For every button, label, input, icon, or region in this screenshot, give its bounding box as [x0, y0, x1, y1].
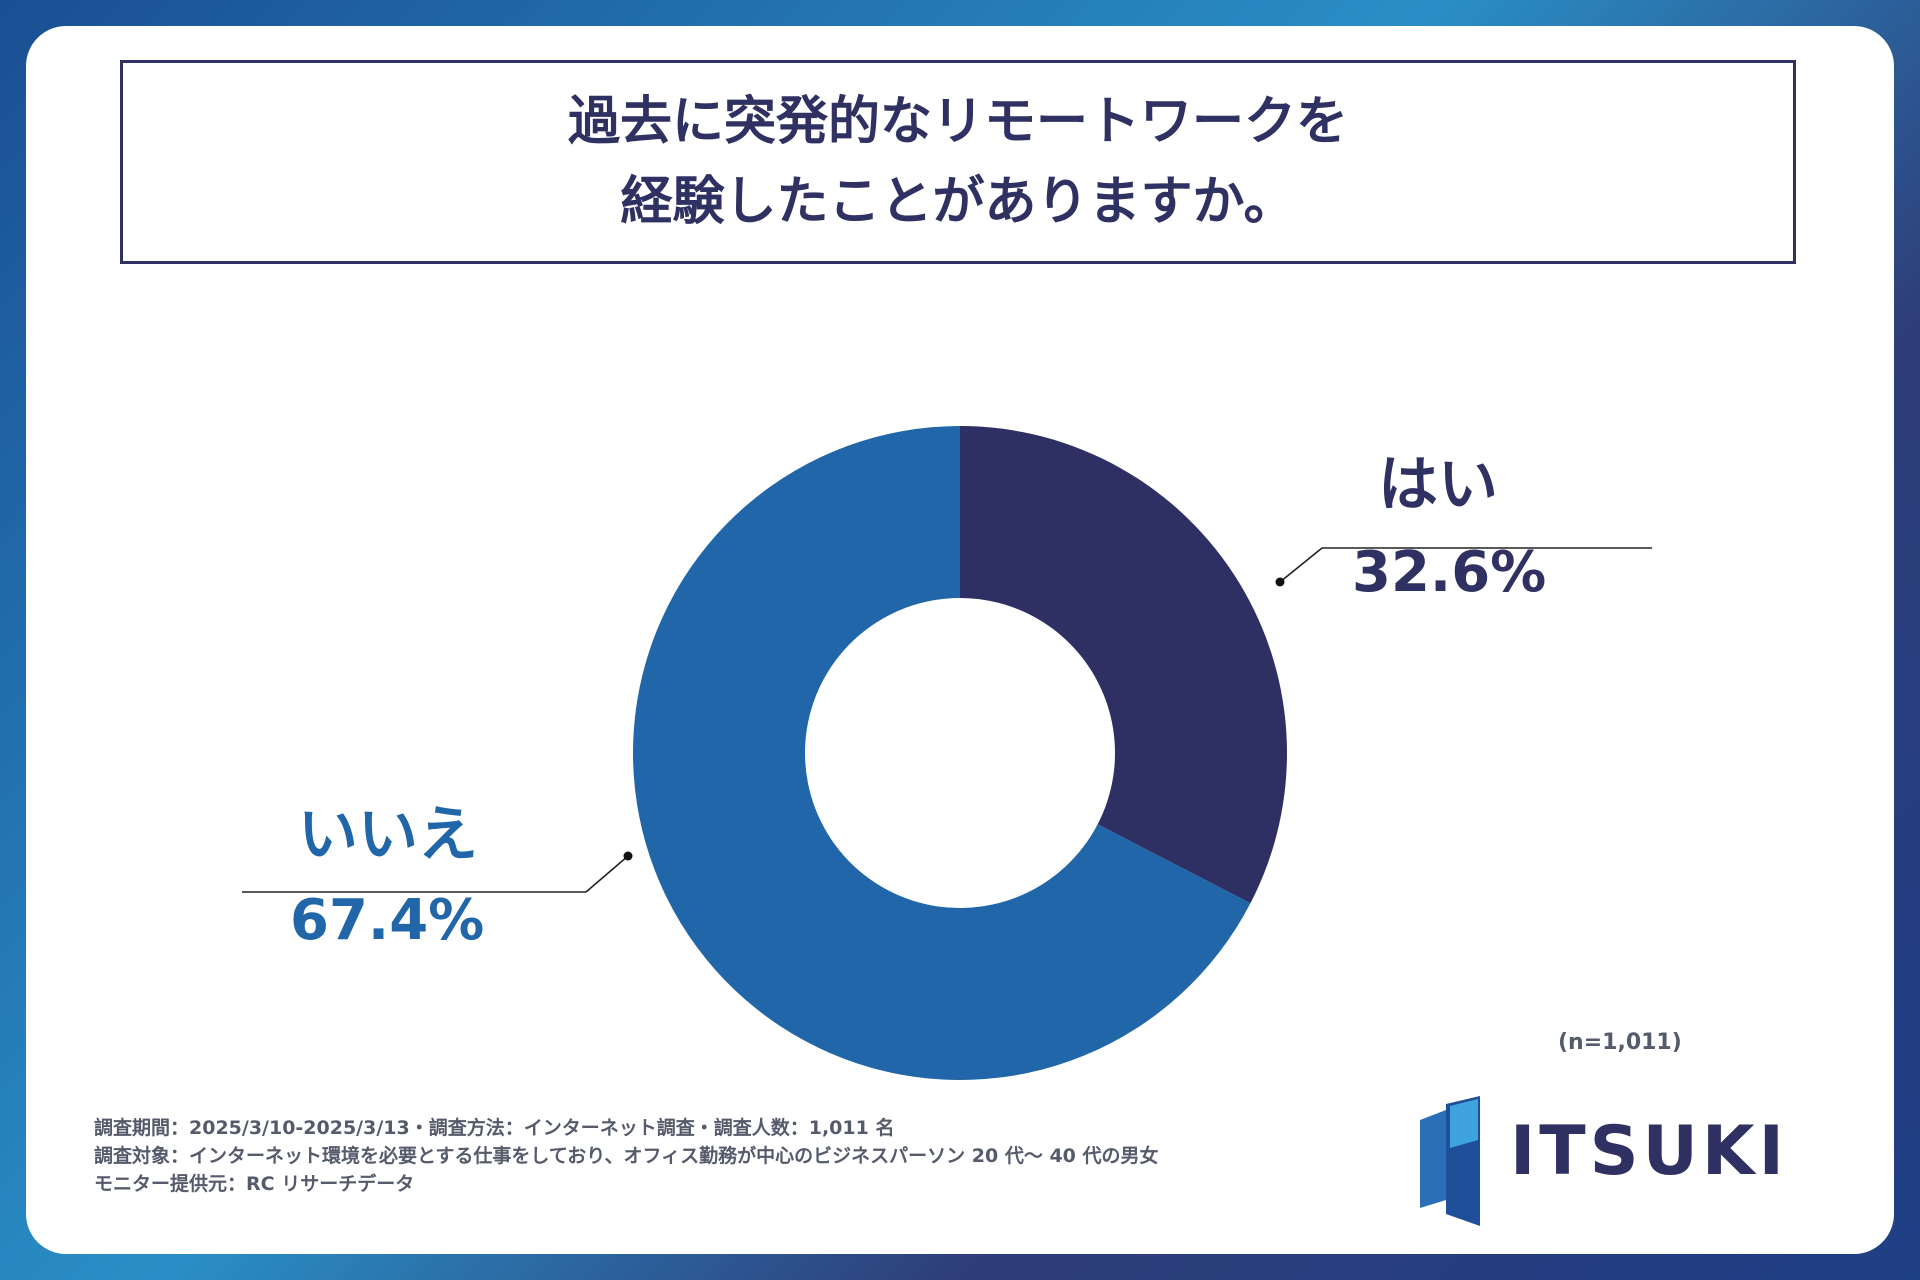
no-leader-line: [242, 851, 633, 893]
yes-leader-line: [1275, 547, 1652, 587]
note-target: 調査対象：インターネット環境を必要とする仕事をしており、オフィス勤務が中心のビジ…: [94, 1145, 1159, 1167]
sample-size: (n=1,011): [1558, 1030, 1682, 1055]
title-line-2: 経験したことがありますか。: [620, 172, 1296, 232]
survey-notes: 調査期間：2025/3/10-2025/3/13・調査方法：インターネット調査・…: [94, 1114, 1159, 1198]
title-box: 過去に突発的なリモートワークを 経験したことがありますか。: [120, 60, 1796, 264]
slice-value-yes: 32.6%: [1352, 540, 1547, 605]
title-line-1: 過去に突発的なリモートワークを: [567, 92, 1348, 152]
note-provider: モニター提供元：RC リサーチデータ: [94, 1173, 415, 1195]
slice-value-no: 67.4%: [290, 888, 485, 953]
slice-label-no: いいえ: [298, 800, 478, 870]
logo-text: ITSUKI: [1510, 1112, 1788, 1191]
slice-label-yes: はい: [1378, 450, 1498, 520]
note-period: 調査期間：2025/3/10-2025/3/13・調査方法：インターネット調査・…: [94, 1117, 895, 1139]
donut-slice-yes: [960, 426, 1287, 904]
donut-slice-no: [632, 426, 1251, 1080]
itsuki-logo-mark: [1420, 1096, 1480, 1226]
